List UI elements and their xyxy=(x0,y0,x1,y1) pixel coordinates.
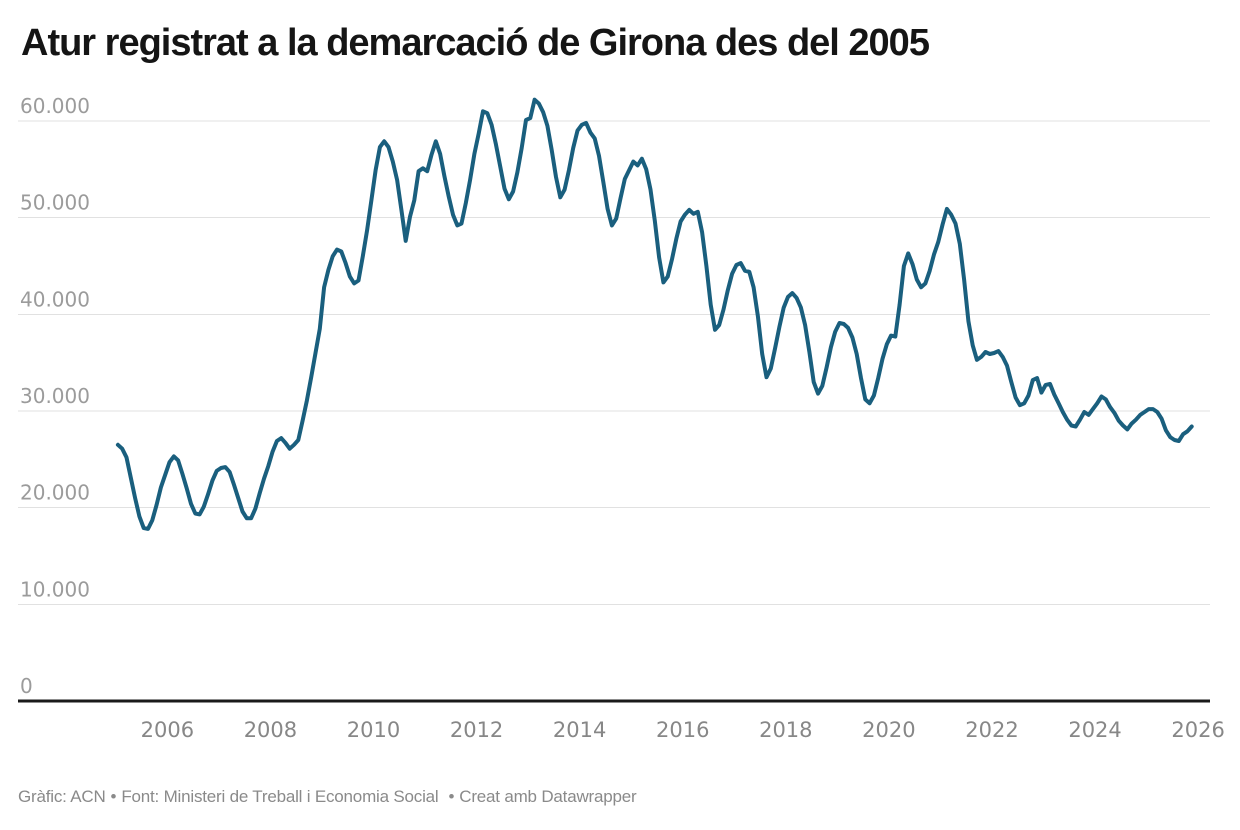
data-line-atur-registrat xyxy=(115,97,1194,531)
x-axis-label: 2022 xyxy=(965,718,1018,742)
x-axis-label: 2012 xyxy=(450,718,503,742)
x-axis-label: 2016 xyxy=(656,718,709,742)
x-axis-label: 2018 xyxy=(759,718,812,742)
y-axis-label: 30.000 xyxy=(20,384,90,408)
y-axis-label: 40.000 xyxy=(20,287,90,311)
footer-separator: • xyxy=(110,787,117,806)
footer-source: Font: Ministeri de Treball i Economia So… xyxy=(121,787,439,806)
x-axis-label: 2008 xyxy=(244,718,297,742)
x-axis-label: 2014 xyxy=(553,718,606,742)
datawrapper-credit-link[interactable]: Creat amb Datawrapper xyxy=(459,787,637,806)
x-axis-label: 2026 xyxy=(1171,718,1224,742)
y-axis-label: 10.000 xyxy=(20,577,90,601)
chart-footer: Gràfic: ACN • Font: Ministeri de Treball i… xyxy=(18,787,637,807)
x-axis-label: 2006 xyxy=(141,718,194,742)
x-axis-label: 2024 xyxy=(1068,718,1121,742)
y-axis-label: 0 xyxy=(20,674,33,698)
y-axis-label: 20.000 xyxy=(20,481,90,505)
y-axis-label: 60.000 xyxy=(20,94,90,118)
x-axis-label: 2020 xyxy=(862,718,915,742)
footer-byline: Gràfic: ACN xyxy=(18,787,106,806)
y-axis-label: 50.000 xyxy=(20,191,90,215)
x-axis-label: 2010 xyxy=(347,718,400,742)
chart-title: Atur registrat a la demarcació de Girona… xyxy=(21,22,930,64)
footer-separator: • xyxy=(448,787,455,806)
